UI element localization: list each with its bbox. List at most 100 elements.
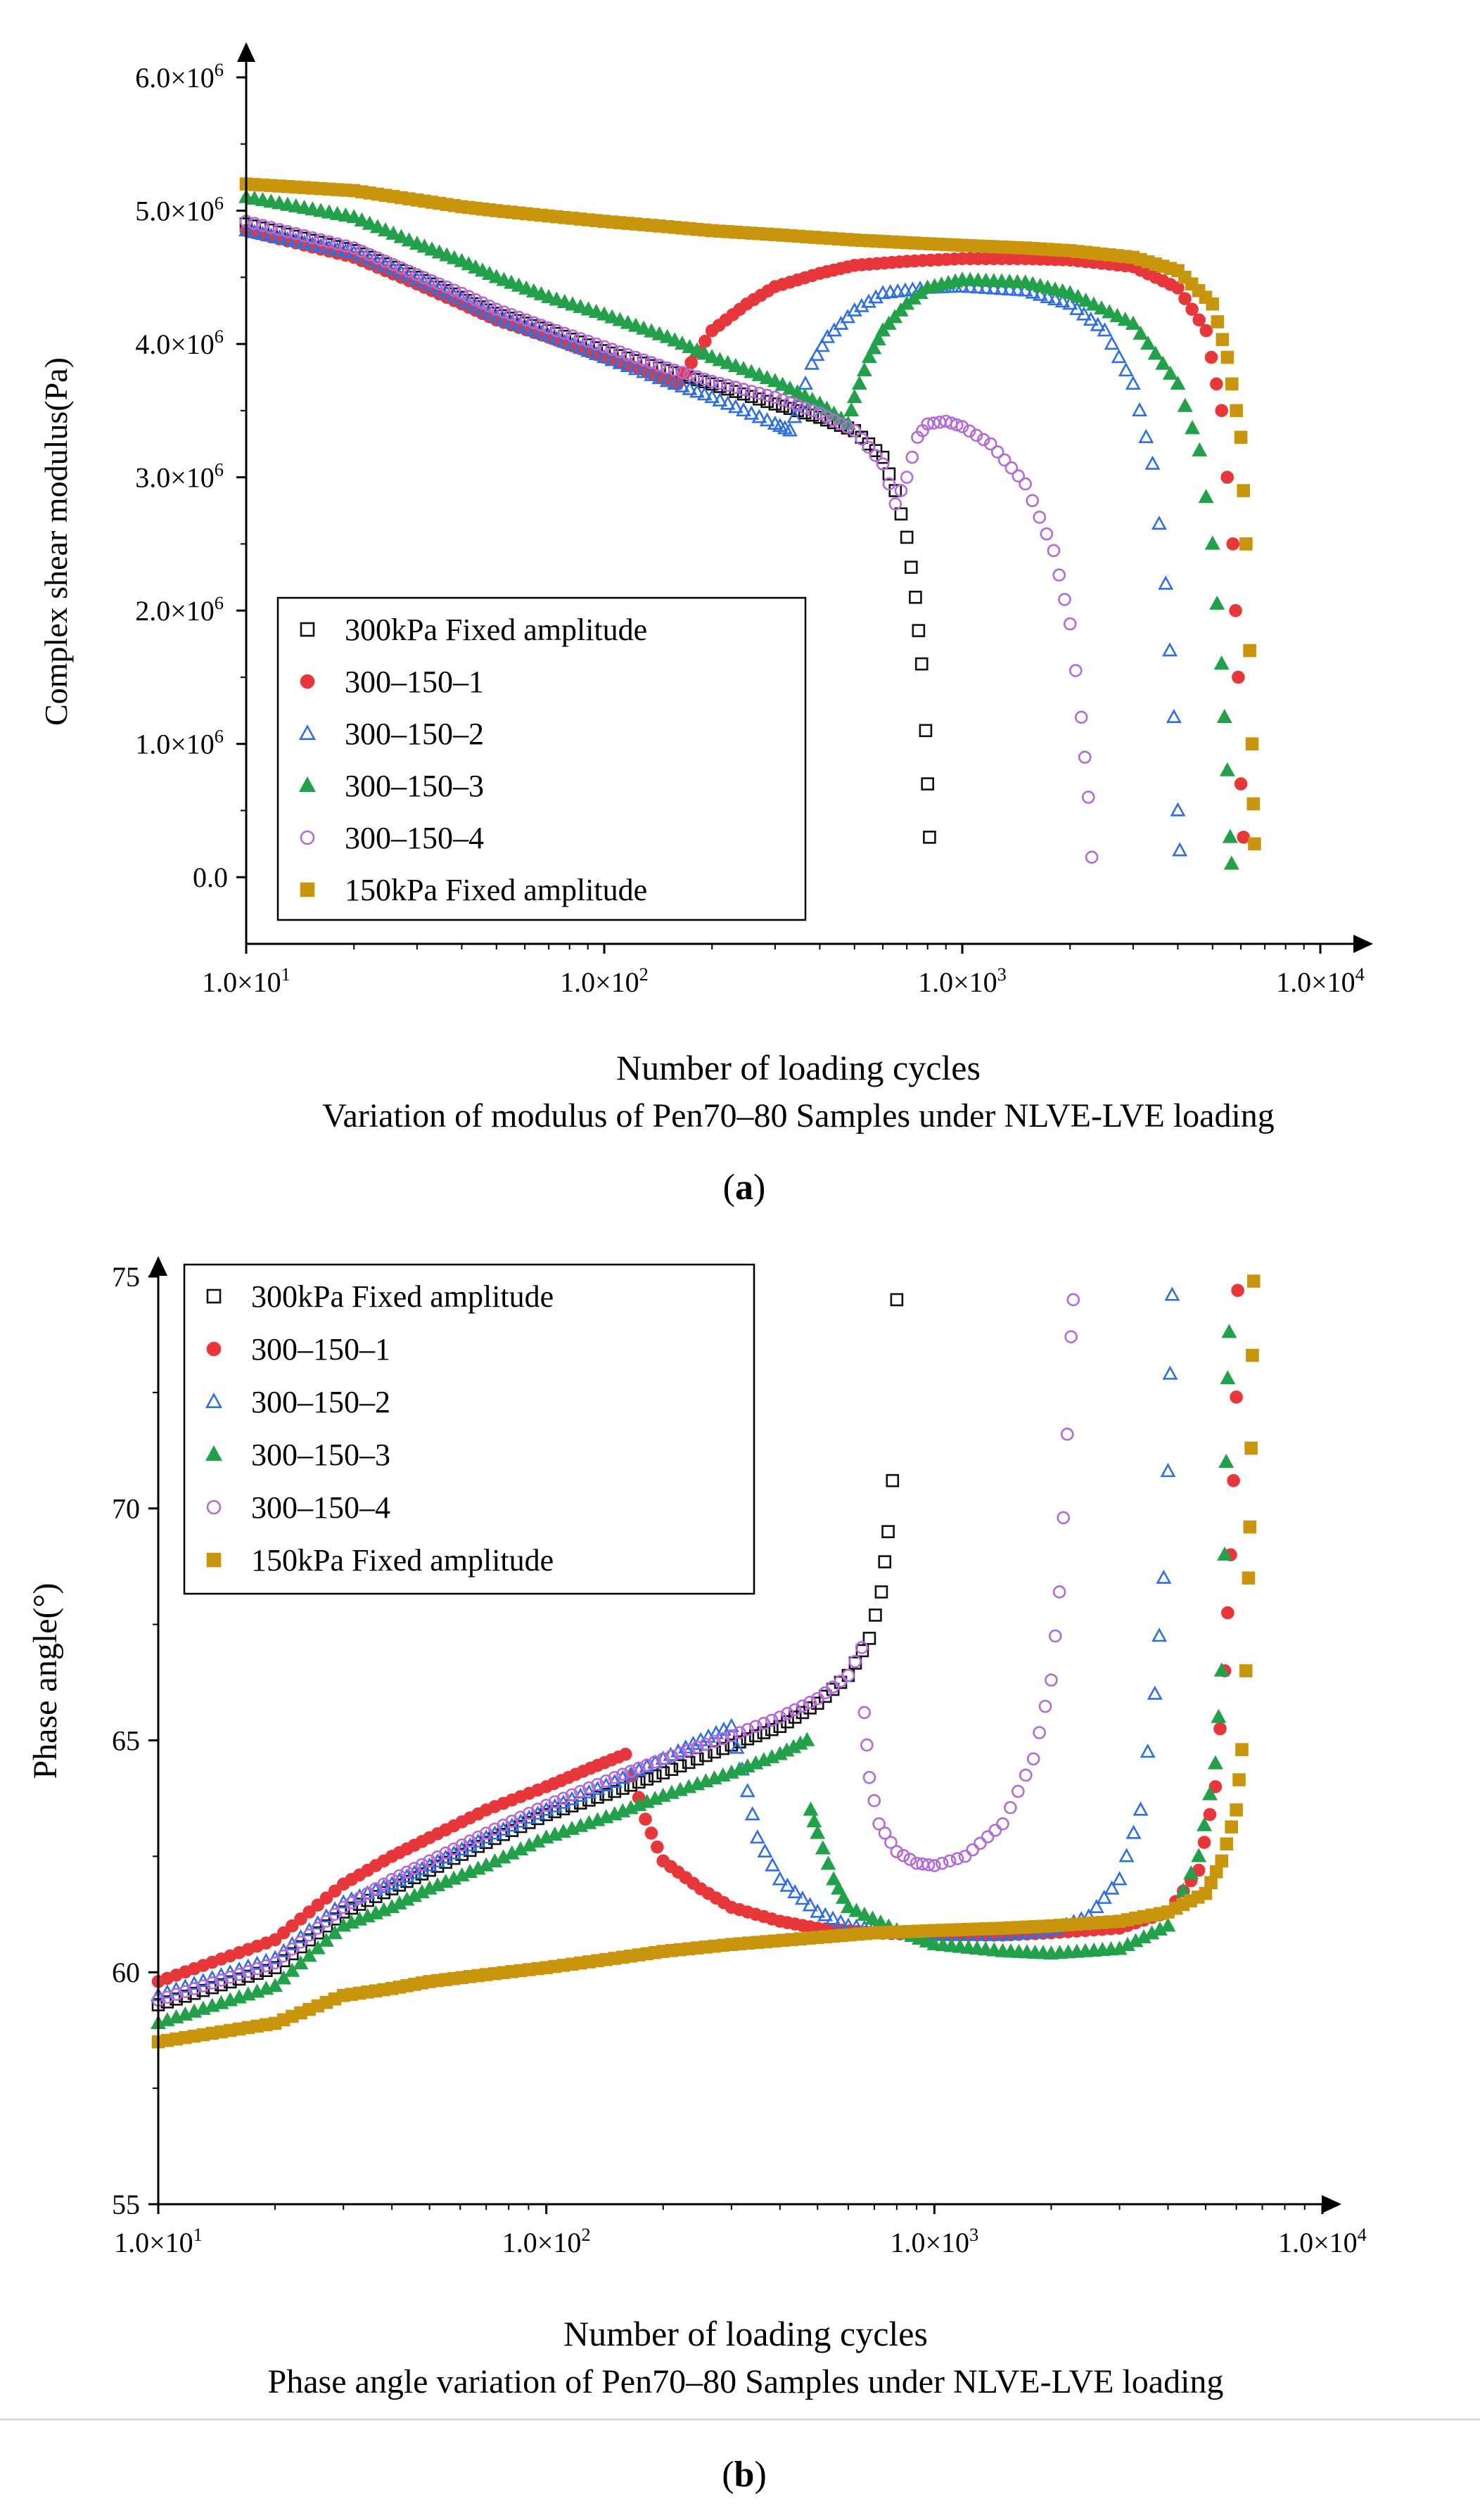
- data-point: [749, 1729, 763, 1743]
- data-point: [1235, 1743, 1249, 1756]
- data-point: [556, 293, 573, 308]
- data-point: [497, 305, 511, 319]
- data-point: [888, 497, 902, 511]
- data-point: [573, 1784, 587, 1798]
- y-tick-label: 75: [112, 1261, 140, 1293]
- data-point: [682, 338, 698, 354]
- x-tick-label: 1.0×104: [1278, 2224, 1367, 2258]
- data-point: [674, 378, 690, 392]
- data-point: [970, 279, 986, 294]
- data-point: [1213, 1722, 1227, 1736]
- data-point: [840, 309, 856, 324]
- data-point: [698, 372, 711, 386]
- data-point: [1138, 428, 1154, 443]
- y-tick-label: 2.0×106: [135, 592, 224, 627]
- data-point: [798, 401, 812, 415]
- data-point: [788, 1710, 802, 1724]
- data-point: [786, 409, 803, 423]
- data-point: [1223, 855, 1239, 870]
- data-point: [1206, 297, 1220, 311]
- legend-marker: [298, 724, 317, 741]
- data-point: [416, 238, 433, 253]
- data-point: [535, 319, 548, 332]
- data-point: [1133, 1801, 1149, 1816]
- data-point: [1248, 837, 1261, 851]
- data-point: [648, 1769, 662, 1783]
- data-point: [433, 277, 446, 291]
- data-point: [447, 1842, 461, 1856]
- data-point: [962, 424, 976, 438]
- data-point: [753, 392, 766, 406]
- data-point: [644, 366, 660, 381]
- data-point: [1147, 1685, 1163, 1700]
- data-point: [782, 380, 798, 395]
- data-point: [511, 277, 527, 292]
- data-point: [1004, 1801, 1017, 1815]
- data-point: [869, 449, 883, 463]
- data-point: [1032, 286, 1048, 301]
- data-point: [716, 1732, 730, 1746]
- data-point: [302, 1929, 316, 1942]
- data-point: [1063, 617, 1077, 631]
- data-point: [729, 385, 743, 398]
- data-point: [890, 1845, 904, 1859]
- data-point: [1198, 489, 1214, 504]
- data-point: [990, 445, 1004, 459]
- data-point: [935, 1856, 949, 1870]
- data-point: [749, 1829, 765, 1844]
- data-point: [293, 1955, 309, 1970]
- data-point: [1140, 1744, 1156, 1758]
- data-point: [279, 196, 295, 211]
- data-point: [371, 251, 385, 265]
- data-point: [272, 195, 288, 210]
- data-point: [573, 298, 589, 314]
- data-point: [1125, 376, 1141, 390]
- data-point: [331, 237, 344, 251]
- x-tick-label: 1.0×101: [202, 964, 291, 998]
- data-point: [564, 336, 580, 351]
- data-point: [613, 345, 627, 359]
- data-point: [997, 453, 1012, 467]
- data-point: [1133, 325, 1149, 340]
- legend-item: 300kPa Fixed amplitude: [206, 1279, 554, 1314]
- legend-item: 300–150–3: [205, 1438, 390, 1472]
- data-point: [661, 361, 674, 375]
- data-point: [1192, 442, 1208, 456]
- data-point: [886, 1473, 900, 1488]
- data-point: [294, 1940, 307, 1954]
- data-point: [976, 433, 990, 447]
- data-point: [1237, 484, 1251, 497]
- data-point: [483, 299, 497, 313]
- data-point: [1217, 1546, 1233, 1561]
- data-point: [378, 255, 393, 268]
- data-point: [1201, 1786, 1218, 1801]
- data-point: [1197, 1836, 1211, 1849]
- data-point: [1209, 595, 1225, 610]
- data-point: [279, 231, 295, 245]
- data-point: [882, 467, 896, 481]
- data-point: [826, 1871, 842, 1886]
- data-point: [825, 1910, 841, 1925]
- data-point: [884, 1836, 898, 1849]
- data-point: [395, 261, 408, 275]
- data-point: [836, 1889, 851, 1904]
- y-tick-label: 1.0×106: [135, 726, 224, 760]
- data-point: [187, 1986, 201, 2000]
- data-point: [1078, 750, 1092, 764]
- data-point: [608, 1770, 622, 1784]
- data-point: [659, 328, 675, 343]
- data-point: [690, 370, 704, 384]
- data-point: [272, 229, 288, 244]
- data-point: [605, 343, 619, 356]
- data-point: [385, 225, 402, 240]
- data-point: [1213, 1662, 1230, 1677]
- data-point: [721, 378, 734, 392]
- data-point: [284, 1962, 300, 1977]
- data-point: [894, 484, 908, 497]
- data-point: [981, 1830, 995, 1843]
- data-point: [431, 244, 447, 259]
- data-point: [846, 302, 862, 316]
- data-point: [286, 1919, 299, 1933]
- data-point: [550, 324, 563, 338]
- data-point: [943, 1938, 959, 1952]
